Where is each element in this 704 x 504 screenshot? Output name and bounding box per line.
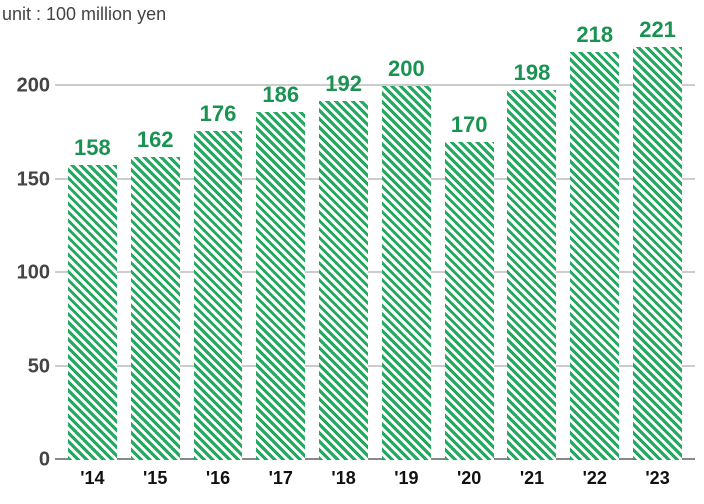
- bar: 192: [319, 101, 368, 460]
- bar: 170: [445, 142, 494, 460]
- bar-group: 221 '23: [626, 30, 689, 460]
- x-tick-label: '16: [206, 468, 230, 489]
- x-tick-label: '15: [143, 468, 167, 489]
- bar-group: 176 '16: [187, 30, 250, 460]
- bar-value-label: 170: [451, 112, 488, 138]
- x-tick-label: '17: [269, 468, 293, 489]
- unit-label: unit : 100 million yen: [2, 4, 166, 25]
- bar-group: 170 '20: [438, 30, 501, 460]
- bars-area: 158 '14 162 '15 176 '16 186 '17: [55, 30, 695, 460]
- y-tick-label: 50: [28, 355, 50, 378]
- bar: 162: [131, 157, 180, 460]
- bar-group: 158 '14: [61, 30, 124, 460]
- x-tick-label: '19: [394, 468, 418, 489]
- bar-group: 218 '22: [563, 30, 626, 460]
- y-tick-label: 150: [17, 168, 50, 191]
- bar-group: 192 '18: [312, 30, 375, 460]
- bar-value-label: 221: [639, 17, 676, 43]
- y-tick-label: 200: [17, 75, 50, 98]
- bar-chart: unit : 100 million yen 0 50 100 150 200 …: [0, 0, 704, 504]
- y-tick-label: 0: [39, 449, 50, 472]
- x-tick-label: '18: [331, 468, 355, 489]
- x-tick-label: '21: [520, 468, 544, 489]
- plot-area: 158 '14 162 '15 176 '16 186 '17: [55, 30, 695, 460]
- bar-group: 186 '17: [249, 30, 312, 460]
- x-tick-label: '22: [583, 468, 607, 489]
- bar: 218: [570, 52, 619, 460]
- bar-group: 198 '21: [501, 30, 564, 460]
- bar-value-label: 192: [325, 71, 362, 97]
- bar: 200: [382, 86, 431, 460]
- bar: 198: [507, 90, 556, 460]
- bar-group: 162 '15: [124, 30, 187, 460]
- x-tick-label: '14: [80, 468, 104, 489]
- bar-group: 200 '19: [375, 30, 438, 460]
- bar-value-label: 218: [576, 22, 613, 48]
- x-tick-label: '20: [457, 468, 481, 489]
- bar-value-label: 176: [200, 101, 237, 127]
- x-tick-label: '23: [645, 468, 669, 489]
- bar: 221: [633, 47, 682, 460]
- bar-value-label: 200: [388, 56, 425, 82]
- bar: 186: [256, 112, 305, 460]
- bar: 176: [194, 131, 243, 460]
- bar-value-label: 186: [262, 82, 299, 108]
- bar: 158: [68, 165, 117, 460]
- bar-value-label: 198: [514, 60, 551, 86]
- y-tick-label: 100: [17, 262, 50, 285]
- bar-value-label: 162: [137, 127, 174, 153]
- bar-value-label: 158: [74, 135, 111, 161]
